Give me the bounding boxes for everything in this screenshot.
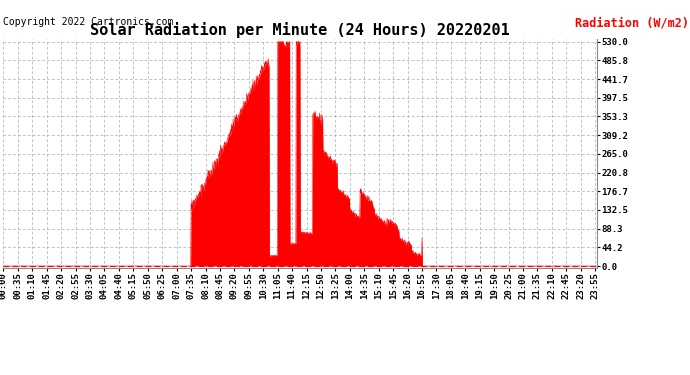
Text: Radiation (W/m2): Radiation (W/m2) [575,17,689,30]
Title: Solar Radiation per Minute (24 Hours) 20220201: Solar Radiation per Minute (24 Hours) 20… [90,22,510,38]
Text: Copyright 2022 Cartronics.com: Copyright 2022 Cartronics.com [3,17,174,27]
